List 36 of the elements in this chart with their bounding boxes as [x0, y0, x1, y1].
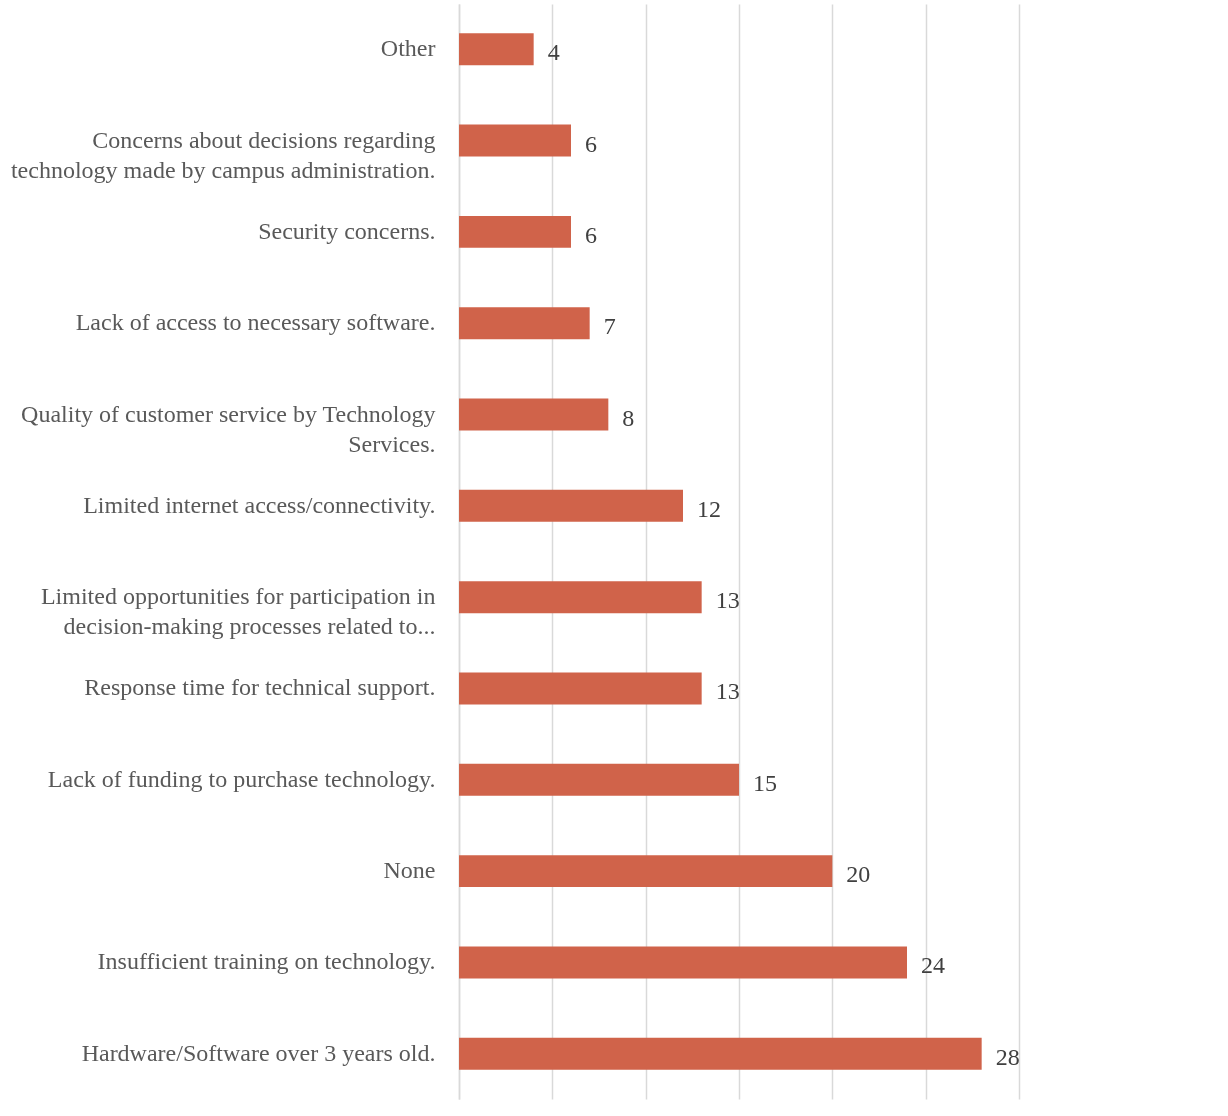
data-label: 7 — [603, 313, 616, 340]
y-tick-label: Lack of funding to purchase technology. — [47, 765, 436, 792]
data-label: 6 — [585, 221, 597, 248]
y-tick-label: Security concerns. — [258, 217, 436, 244]
data-label: 4 — [547, 39, 560, 66]
y-tick-label: Hardware/Software over 3 years old. — [81, 1039, 436, 1066]
bar — [459, 672, 702, 705]
y-tick-label: Response time for technical support. — [84, 674, 436, 701]
bar — [459, 33, 534, 66]
data-label: 12 — [697, 495, 721, 522]
data-label: 15 — [753, 769, 777, 796]
data-label: 8 — [622, 404, 635, 431]
bar — [459, 124, 571, 157]
data-label: 6 — [585, 130, 597, 157]
bar — [459, 398, 609, 431]
y-tick-label: Insufficient training on technology. — [97, 948, 436, 975]
y-tick-label: Other — [380, 35, 436, 62]
y-tick-label: None — [383, 857, 436, 884]
data-label: 24 — [921, 952, 945, 979]
bar — [459, 946, 907, 979]
bar — [459, 581, 702, 614]
y-tick-label: Limited internet access/connectivity. — [83, 491, 436, 518]
y-tick-label: Lack of access to necessary software. — [75, 309, 436, 336]
data-label: 28 — [995, 1043, 1020, 1070]
y-tick-label: Limited opportunities for participation in decision-making processes related to... — [40, 583, 436, 640]
bar — [459, 763, 739, 796]
data-label: 20 — [846, 861, 871, 888]
data-label: 13 — [715, 678, 740, 705]
bar — [459, 215, 571, 248]
bar — [459, 855, 833, 888]
bar — [459, 1037, 982, 1070]
bar — [459, 489, 683, 522]
y-tick-label: Quality of customer service by Technology Services. — [21, 400, 436, 457]
y-tick-label: Concerns about decisions regarding technology made by campus administration. — [10, 126, 436, 183]
data-label: 13 — [715, 587, 740, 614]
bar — [459, 307, 590, 340]
